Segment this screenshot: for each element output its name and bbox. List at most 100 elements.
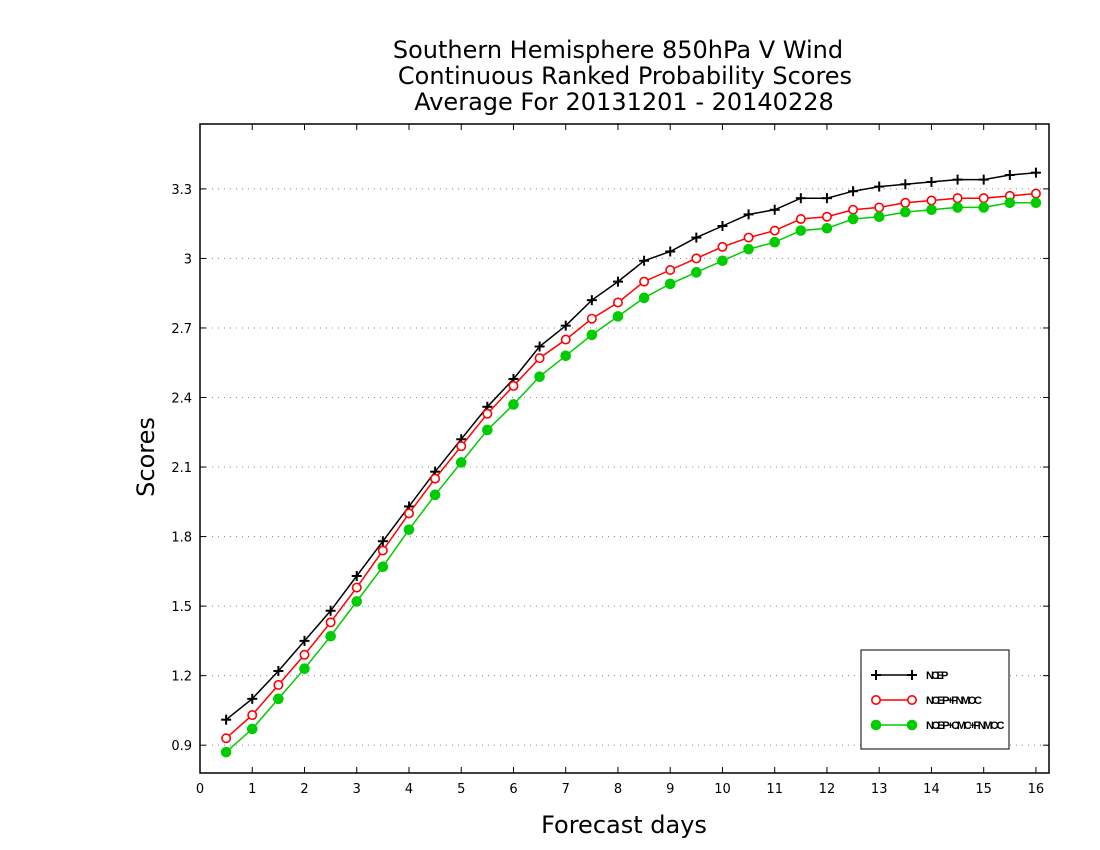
data-point (508, 399, 519, 410)
legend-item: NCEP+CMC+FNMOC (870, 719, 1004, 732)
x-tick-label: 16 (1028, 782, 1045, 797)
data-point (873, 211, 885, 223)
y-tick-label: 3.3 (171, 183, 192, 198)
title-line-3: Average For 20131201 - 20140228 (414, 88, 834, 116)
x-tick-label: 3 (353, 782, 361, 797)
legend-marker (871, 670, 881, 680)
data-point (508, 380, 519, 391)
data-point (325, 617, 336, 628)
data-point (273, 679, 284, 690)
data-point (612, 311, 624, 322)
y-tick-label: 1.8 (171, 531, 192, 546)
data-point (455, 457, 467, 468)
data-point (874, 181, 885, 192)
x-tick-label: 9 (666, 782, 674, 797)
series-0 (221, 167, 1041, 725)
data-point (769, 225, 780, 236)
data-point (246, 723, 258, 735)
title-line-2: Continuous Ranked Probability Scores (398, 62, 852, 90)
data-point (952, 193, 963, 204)
series-layer (220, 167, 1042, 758)
data-point (247, 693, 258, 704)
data-point (847, 213, 859, 225)
x-tick-label: 11 (766, 782, 783, 797)
x-tick-label: 15 (975, 782, 992, 797)
data-point (743, 243, 754, 255)
data-point (952, 202, 963, 213)
x-tick-label: 5 (457, 782, 465, 797)
data-point (900, 179, 911, 190)
data-point (351, 596, 363, 607)
legend-label: NCEP+CMC+FNMOC (926, 720, 1004, 732)
data-point (795, 225, 807, 236)
legend-items: NCEP NCEP+FNMOC NCEP+CMC+FNMOC (870, 670, 1004, 732)
data-point (534, 353, 545, 364)
data-point (848, 204, 859, 215)
data-point (691, 253, 702, 264)
data-point (612, 276, 623, 287)
data-point (612, 297, 623, 308)
x-tick-label: 2 (300, 782, 308, 797)
data-point (586, 329, 598, 341)
legend-item: NCEP+FNMOC (870, 694, 982, 707)
data-point (821, 193, 832, 204)
x-axis-ticks: 0 1 2 3 4 5 6 7 8 9 10 11 12 13 14 15 16 (196, 124, 1044, 797)
y-tick-label: 1.5 (171, 600, 192, 615)
data-point (900, 197, 911, 208)
data-point (299, 635, 310, 646)
legend-label: NCEP (926, 670, 948, 682)
data-point (560, 334, 571, 345)
data-point (430, 473, 441, 484)
plot-frame (199, 123, 1050, 774)
data-point (534, 371, 545, 382)
data-point (220, 746, 232, 758)
x-tick-label: 12 (819, 782, 836, 797)
data-point (429, 489, 441, 501)
title-line-1: Southern Hemisphere 850hPa V Wind (393, 36, 843, 64)
data-point (691, 232, 702, 243)
legend-marker (870, 719, 882, 731)
data-point (403, 524, 415, 535)
data-point (795, 193, 806, 204)
data-point (665, 265, 676, 276)
data-point (638, 292, 650, 304)
data-point (978, 193, 989, 204)
data-point (717, 241, 728, 252)
data-point (299, 649, 310, 660)
data-point (221, 714, 232, 725)
data-point (377, 545, 388, 556)
y-tick-label: 2.4 (171, 392, 192, 407)
data-point (874, 202, 885, 213)
y-tick-label: 0.9 (171, 739, 192, 754)
data-point (769, 204, 780, 215)
data-point (664, 278, 676, 290)
data-point (299, 663, 310, 674)
data-point (377, 536, 388, 547)
data-point (978, 174, 989, 185)
data-point (821, 211, 832, 222)
x-tick-label: 7 (562, 782, 570, 797)
x-tick-label: 0 (196, 782, 204, 797)
x-tick-label: 6 (509, 782, 517, 797)
data-point (586, 313, 597, 324)
data-point (1030, 197, 1042, 209)
y-tick-label: 3 (184, 252, 192, 267)
data-point (247, 710, 258, 721)
x-tick-label: 10 (714, 782, 731, 797)
data-point (586, 295, 597, 306)
x-tick-label: 8 (614, 782, 622, 797)
data-point (691, 267, 702, 278)
x-tick-label: 1 (248, 782, 256, 797)
data-point (1004, 197, 1016, 209)
data-point (351, 582, 362, 593)
x-axis-label: Forecast days (541, 811, 707, 839)
data-point (821, 223, 833, 234)
y-axis-ticks: 0.9 1.2 1.5 1.8 2.1 2.4 2.7 3 3.3 (171, 183, 1049, 754)
data-point (639, 255, 650, 266)
series-line (225, 171, 1036, 721)
x-tick-label: 4 (405, 782, 413, 797)
data-point (482, 408, 493, 419)
legend-marker (907, 670, 917, 680)
data-point (639, 276, 650, 287)
